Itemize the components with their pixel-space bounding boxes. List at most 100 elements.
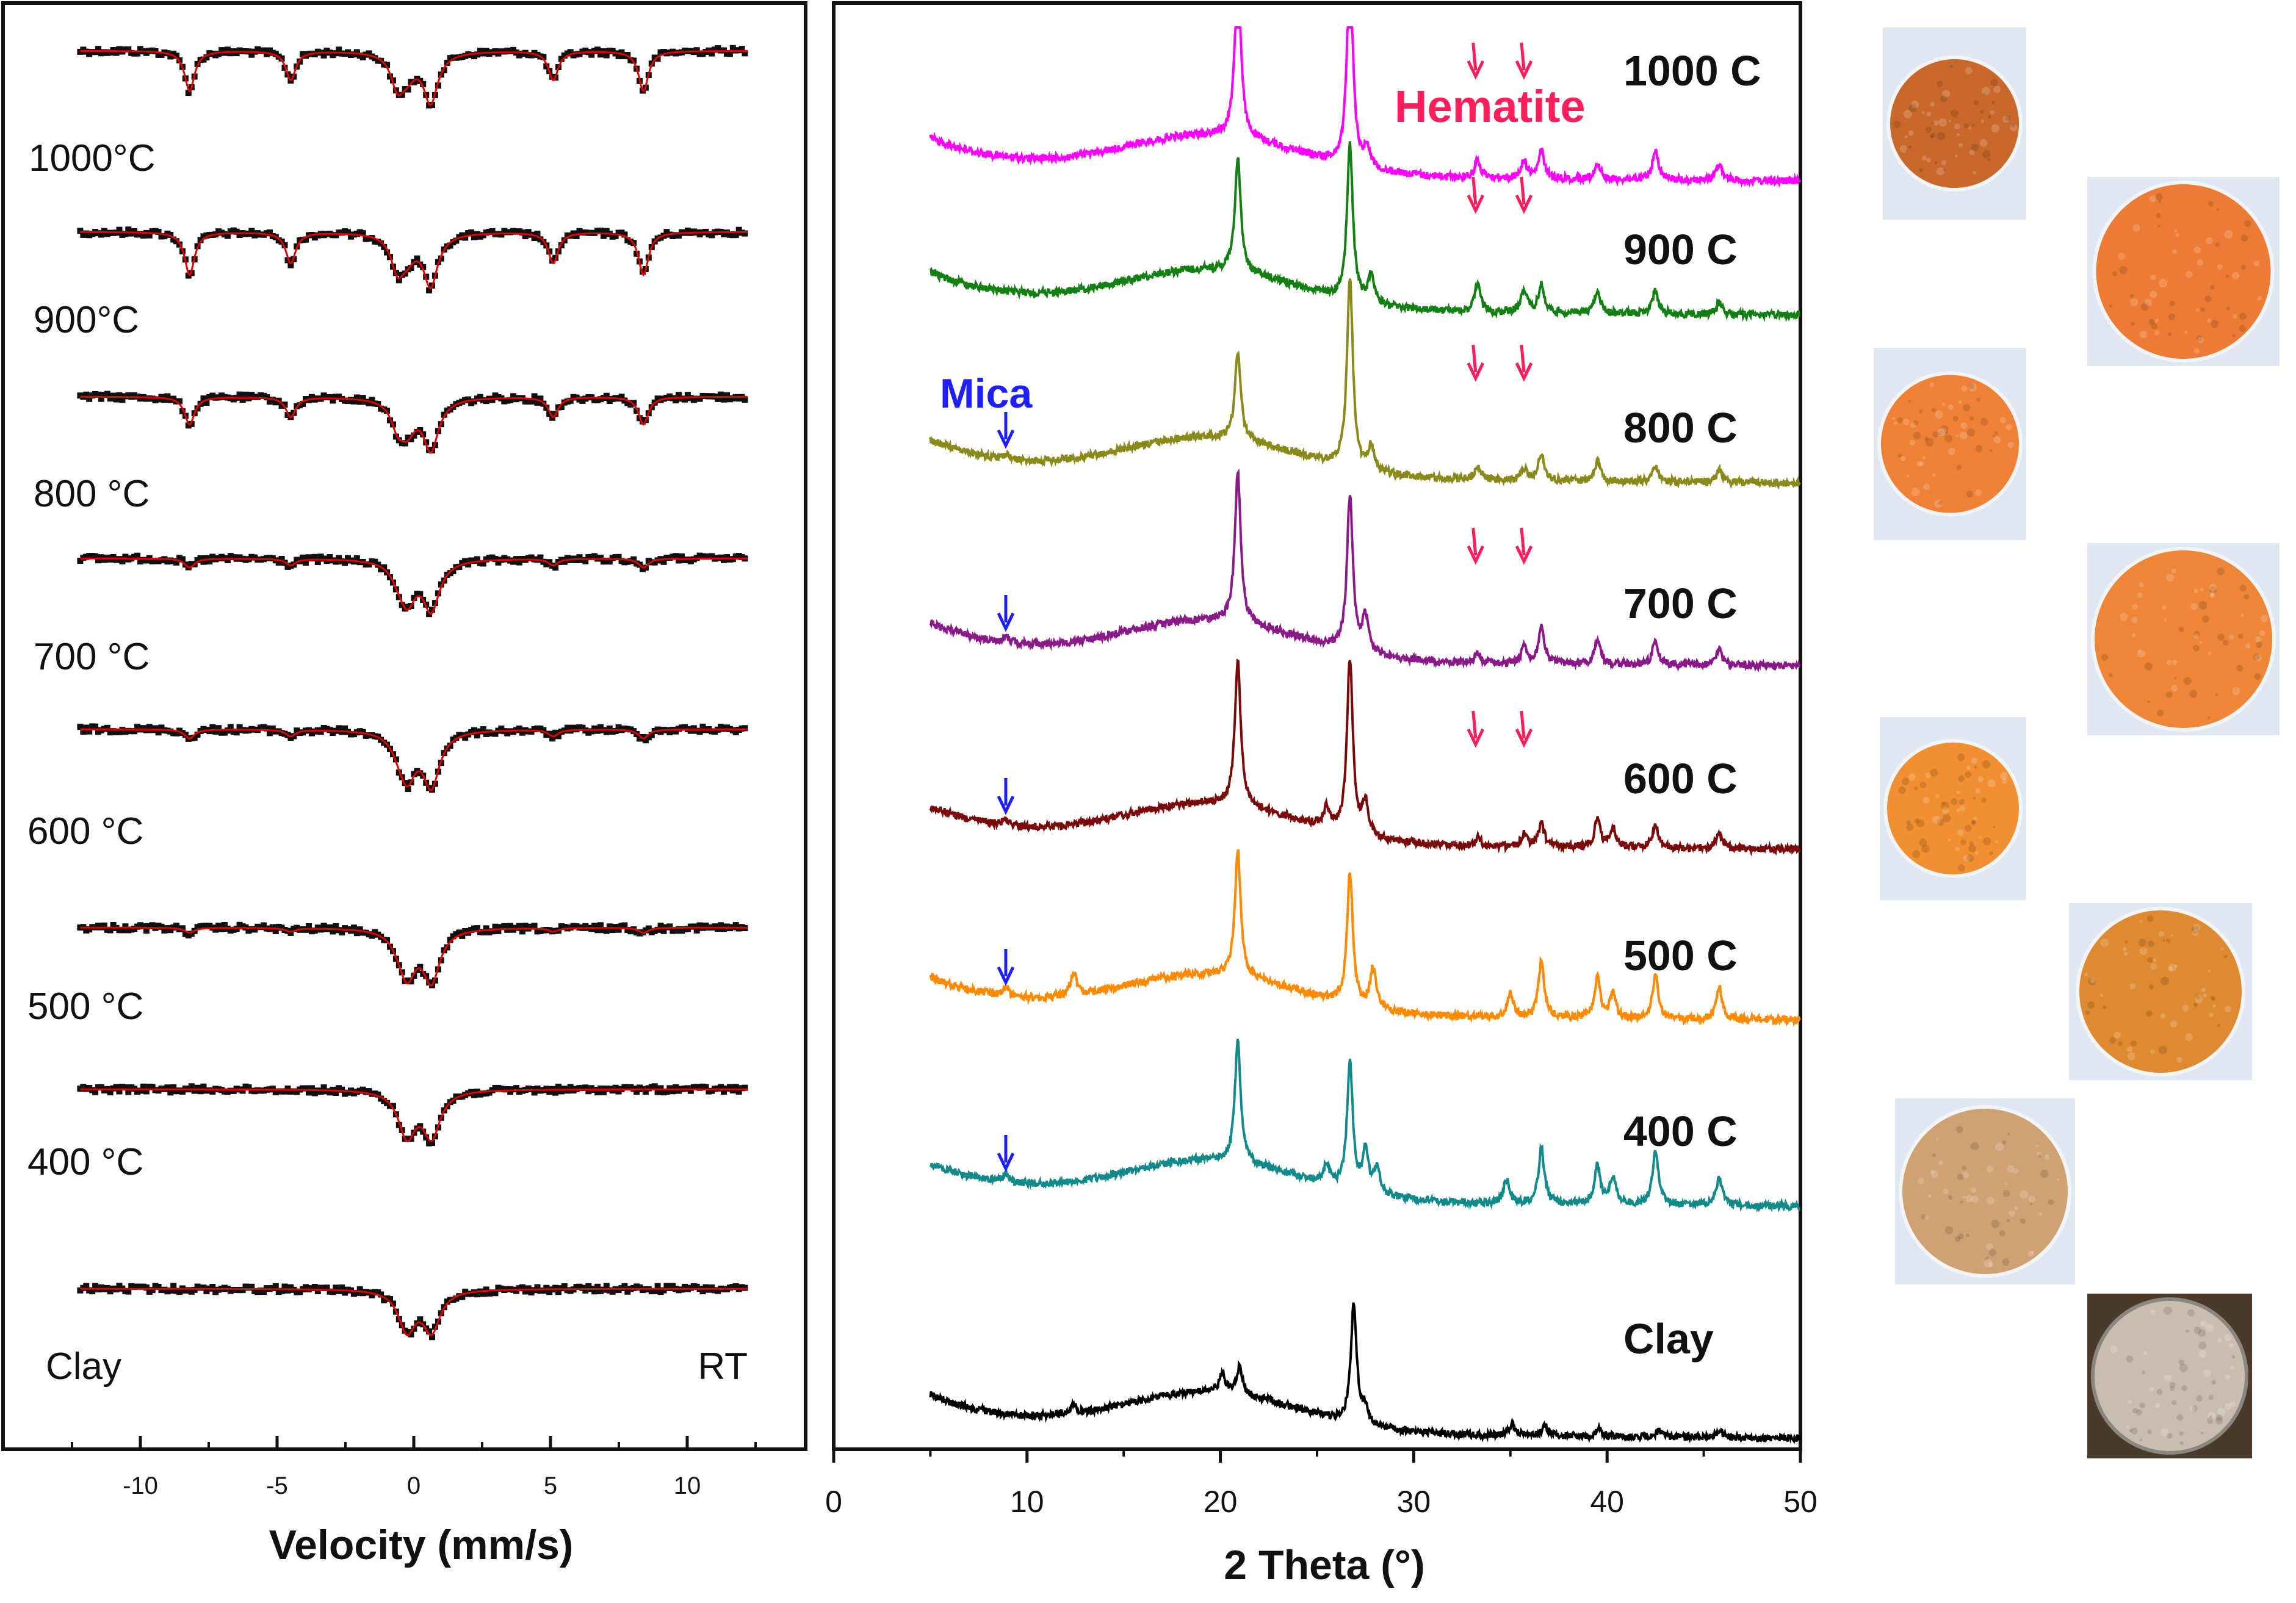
photo-speckle bbox=[1906, 820, 1912, 825]
photo-sample-powder bbox=[1887, 743, 2019, 874]
mossbauer-point bbox=[645, 925, 652, 932]
mossbauer-point bbox=[543, 405, 550, 411]
mossbauer-point bbox=[356, 926, 363, 933]
mossbauer-point bbox=[537, 395, 544, 402]
photo-sample-powder bbox=[2096, 184, 2271, 359]
mossbauer-point bbox=[140, 1083, 146, 1090]
mossbauer-point bbox=[215, 51, 222, 57]
photo-speckle bbox=[2112, 271, 2118, 276]
mossbauer-point bbox=[155, 1284, 162, 1290]
photo-speckle bbox=[2028, 1195, 2036, 1203]
mossbauer-point bbox=[534, 231, 541, 237]
mossbauer-point bbox=[158, 923, 165, 930]
mossbauer-point bbox=[651, 1288, 658, 1294]
photo-speckle bbox=[2210, 593, 2215, 599]
photo-speckle bbox=[2160, 976, 2169, 985]
mossbauer-point bbox=[278, 1288, 285, 1294]
photo-speckle bbox=[2201, 987, 2206, 993]
photo-speckle bbox=[2208, 1412, 2215, 1420]
mossbauer-point bbox=[116, 392, 123, 398]
mossbauer-point bbox=[381, 243, 388, 250]
photo-sample-powder bbox=[1890, 59, 2019, 188]
mossbauer-point bbox=[600, 1089, 607, 1095]
photo-speckle bbox=[1908, 773, 1916, 781]
sample-photo-3 bbox=[2087, 543, 2280, 735]
photo-speckle bbox=[1969, 841, 1974, 846]
photo-speckle bbox=[2129, 983, 2136, 990]
mossbauer-fit-line bbox=[80, 49, 748, 106]
mossbauer-point bbox=[306, 1089, 312, 1096]
photo-speckle bbox=[2088, 977, 2096, 985]
photo-speckle bbox=[1983, 92, 1987, 96]
photo-speckle bbox=[2012, 1168, 2019, 1174]
mossbauer-point bbox=[92, 723, 99, 730]
mossbauer-point bbox=[200, 1083, 207, 1090]
photo-speckle bbox=[1934, 500, 1943, 508]
mossbauer-point bbox=[489, 928, 496, 935]
photo-speckle bbox=[1948, 838, 1951, 842]
photo-speckle bbox=[2161, 1428, 2169, 1436]
mossbauer-point bbox=[359, 395, 366, 402]
photo-speckle bbox=[1942, 814, 1951, 823]
photo-speckle bbox=[2147, 957, 2153, 963]
mossbauer-point bbox=[92, 553, 99, 560]
photo-speckle bbox=[2168, 966, 2173, 971]
mossbauer-fit-line bbox=[80, 231, 748, 290]
photo-speckle bbox=[2164, 1306, 2172, 1315]
mossbauer-point bbox=[405, 86, 411, 93]
mossbauer-point bbox=[477, 394, 483, 400]
photo-speckle bbox=[2118, 1041, 2123, 1046]
photo-speckle bbox=[1918, 409, 1923, 414]
photo-speckle bbox=[2056, 1178, 2059, 1181]
photo-speckle bbox=[1950, 65, 1953, 68]
photo-speckle bbox=[2165, 691, 2173, 698]
mossbauer-point bbox=[215, 725, 222, 732]
photo-speckle bbox=[2129, 294, 2134, 298]
photo-speckle bbox=[1958, 400, 1962, 404]
mossbauer-point bbox=[342, 560, 348, 566]
mossbauer-point bbox=[459, 932, 466, 939]
mossbauer-point bbox=[543, 1284, 550, 1291]
photo-speckle bbox=[2044, 1154, 2050, 1160]
photo-speckle bbox=[2198, 1350, 2207, 1358]
mossbauer-point bbox=[522, 233, 529, 240]
mossbauer-point bbox=[408, 265, 414, 271]
sample-photo-1 bbox=[2087, 177, 2280, 366]
mossbauer-point bbox=[465, 396, 472, 403]
photo-speckle bbox=[1956, 790, 1960, 794]
mossbauer-point bbox=[323, 558, 330, 564]
photo-speckle bbox=[2168, 313, 2175, 320]
photo-speckle bbox=[2136, 1409, 2142, 1416]
mossbauer-point bbox=[146, 232, 153, 239]
mossbauer-point bbox=[453, 237, 460, 244]
mossbauer-x-axis-label: Velocity (mm/s) bbox=[269, 1522, 574, 1568]
mossbauer-point bbox=[718, 922, 724, 929]
photo-speckle bbox=[1961, 385, 1968, 392]
mossbauer-point bbox=[621, 1283, 628, 1289]
photo-speckle bbox=[2255, 636, 2261, 643]
mossbauer-point bbox=[149, 1084, 156, 1090]
mossbauer-spectrum-6: 400 °C bbox=[27, 1083, 748, 1183]
photo-speckle bbox=[2002, 1258, 2010, 1266]
mossbauer-point bbox=[450, 568, 457, 575]
photo-speckle bbox=[1970, 1142, 1979, 1151]
photo-speckle bbox=[2244, 594, 2250, 600]
mossbauer-point bbox=[462, 234, 469, 241]
photo-speckle bbox=[1936, 167, 1945, 176]
mossbauer-point bbox=[480, 929, 486, 935]
photo-speckle bbox=[2005, 115, 2011, 121]
mossbauer-point bbox=[742, 50, 748, 57]
photo-speckle bbox=[1912, 850, 1921, 859]
mossbauer-point bbox=[489, 397, 496, 403]
sample-photo-4 bbox=[1880, 717, 2026, 900]
xrd-series-label: 900 C bbox=[1623, 226, 1738, 273]
mossbauer-point bbox=[281, 242, 288, 248]
mossbauer-fit-line bbox=[80, 1088, 748, 1143]
photo-speckle bbox=[2148, 984, 2154, 990]
photo-speckle bbox=[1971, 1195, 1979, 1203]
photo-speckle bbox=[2010, 124, 2018, 132]
photo-speckle bbox=[1986, 1258, 1989, 1261]
mossbauer-point bbox=[314, 559, 321, 565]
mossbauer-point bbox=[242, 391, 249, 398]
photo-speckle bbox=[1965, 67, 1973, 74]
